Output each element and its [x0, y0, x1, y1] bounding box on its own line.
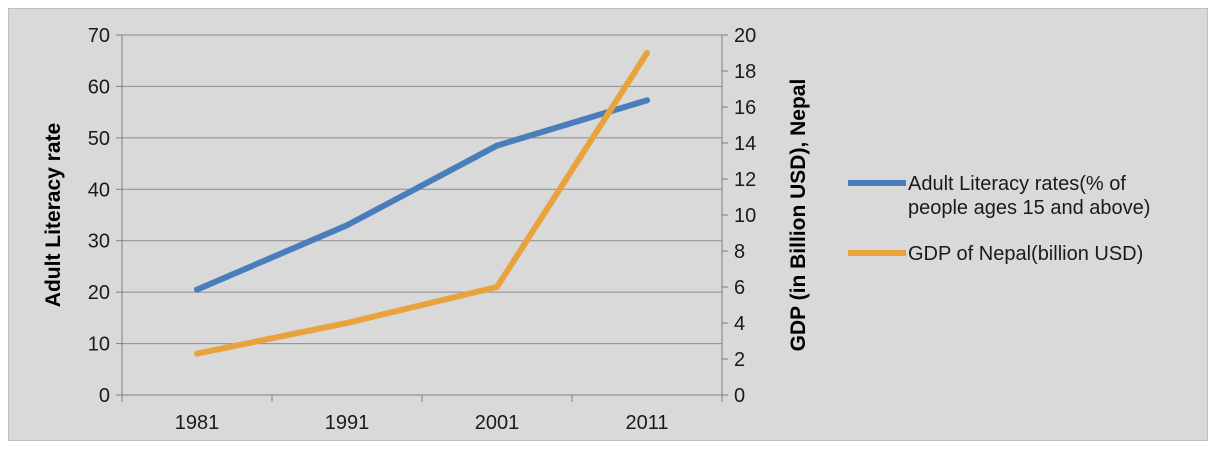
series-1-point: [344, 222, 350, 229]
series-1-point: [494, 142, 500, 149]
x-axis-tick-label: 2001: [475, 412, 520, 434]
x-axis-tick-label: 2011: [625, 412, 668, 434]
right-axis-tick-label: 20: [734, 25, 756, 47]
right-axis-tick-label: 2: [734, 349, 745, 371]
series-1-point: [644, 97, 650, 104]
left-axis-tick-label: 10: [88, 334, 110, 356]
right-axis-tick-label: 6: [734, 277, 745, 299]
left-axis-tick-label: 40: [88, 179, 110, 201]
x-axis-tick-label: 1981: [175, 412, 220, 434]
right-axis-tick-label: 16: [734, 97, 756, 119]
left-axis-tick-label: 60: [88, 76, 110, 98]
right-axis-tick-label: 14: [734, 133, 756, 155]
series-2-point: [194, 350, 200, 357]
series-line-2: [194, 50, 650, 357]
series-2-point: [644, 50, 650, 56]
left-axis-tick-label: 70: [88, 25, 110, 47]
legend-label-line: people ages 15 and above): [908, 197, 1150, 219]
right-axis-tick-label: 4: [734, 313, 745, 335]
series-1-point: [194, 286, 200, 293]
chart-frame: [8, 8, 1208, 441]
right-axis-tick-label: 0: [734, 385, 745, 407]
left-axis-tick-label: 0: [99, 385, 110, 407]
right-axis-tick-label: 10: [734, 205, 756, 227]
legend-label-1: Adult Literacy rates(% of people ages 15 …: [908, 173, 1150, 219]
series-2-point: [494, 284, 500, 290]
right-axis-tick-label: 12: [734, 169, 756, 191]
legend-label-line: Adult Literacy rates(% of: [908, 173, 1126, 195]
right-axis-title: GDP (in Billion USD), Nepal: [787, 79, 810, 352]
left-axis-tick-label: 30: [88, 231, 110, 253]
left-axis-title: Adult Literacy rate: [42, 123, 65, 307]
left-axis-tick-label: 20: [88, 282, 110, 304]
series-2-point: [344, 320, 350, 326]
legend-label-2: GDP of Nepal(billion USD): [908, 243, 1143, 265]
right-axis-tick-label: 8: [734, 241, 745, 263]
right-axis-tick-label: 18: [734, 61, 756, 83]
x-axis-tick-label: 1991: [325, 412, 370, 434]
series-line-1: [194, 97, 650, 293]
left-axis-tick-label: 50: [88, 128, 110, 150]
